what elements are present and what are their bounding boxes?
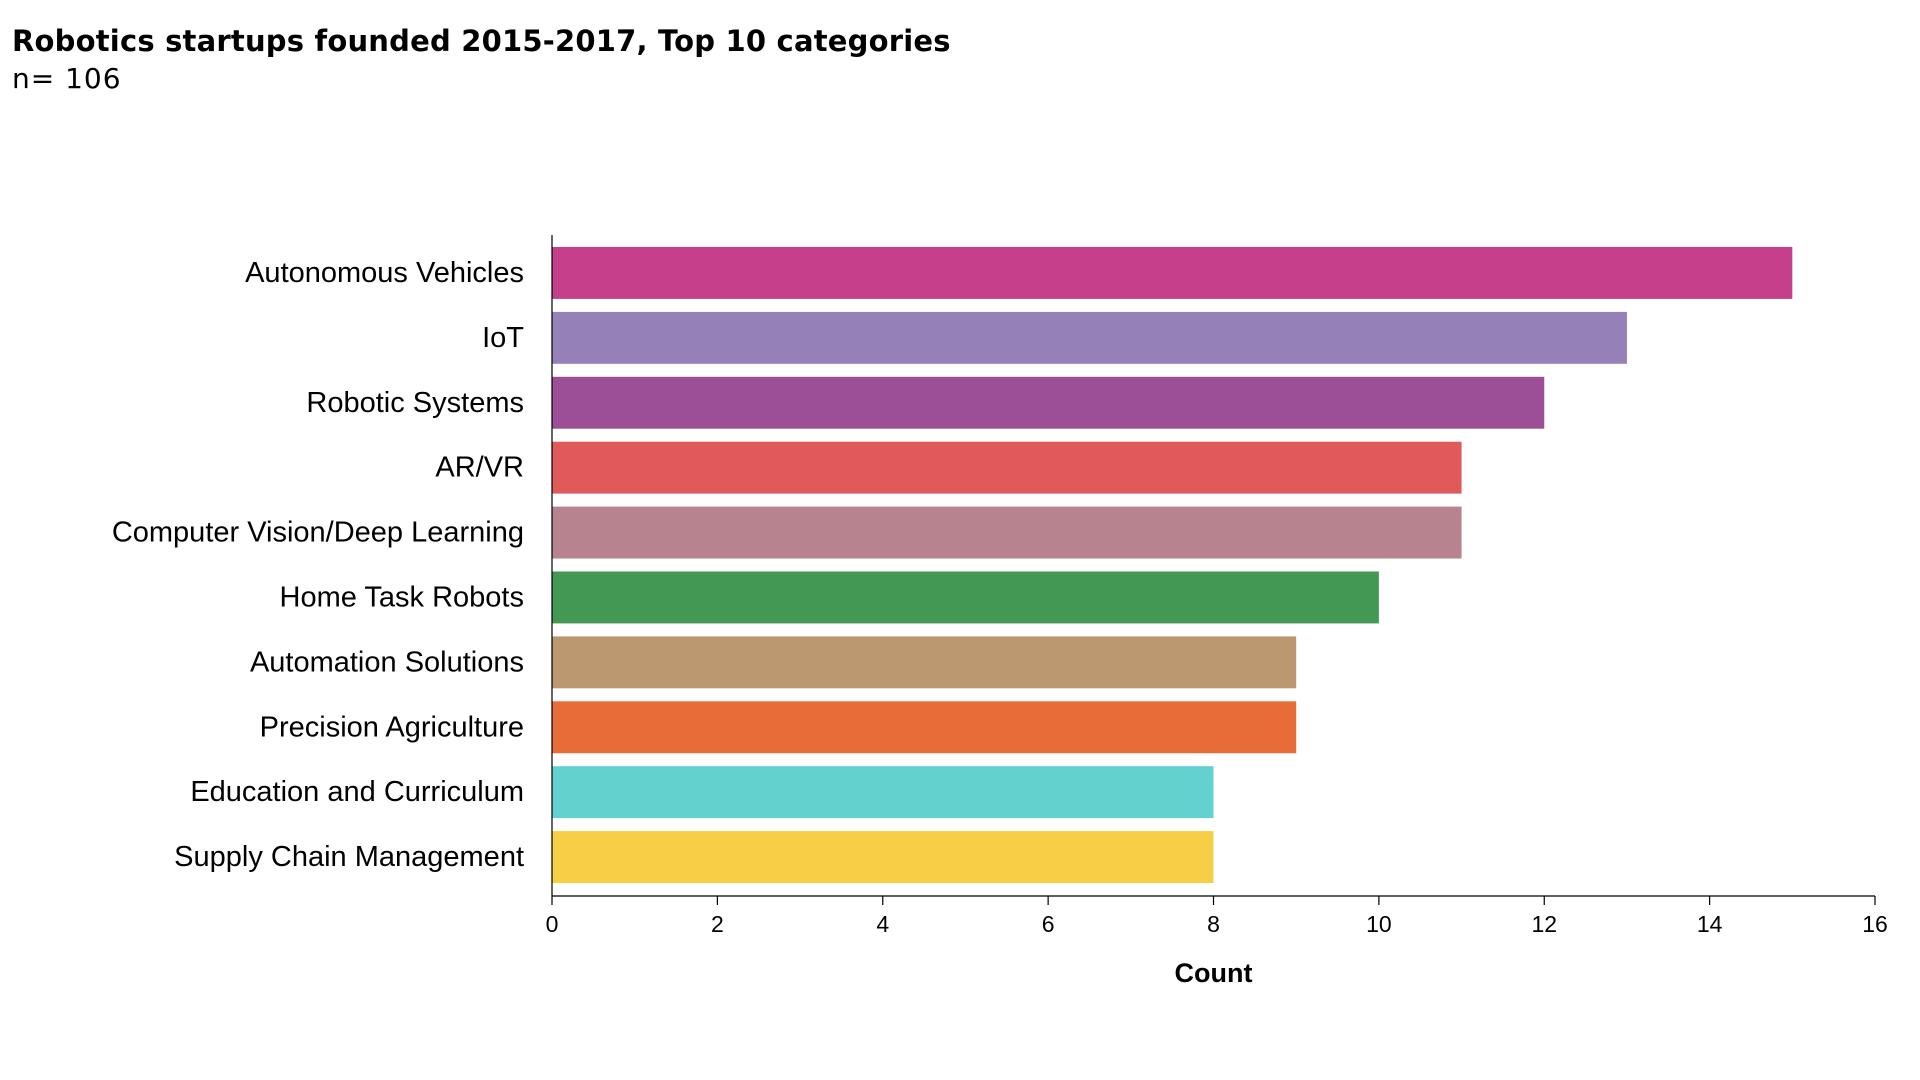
- category-label-education-and-curriculum: Education and Curriculum: [190, 776, 524, 808]
- x-axis-ticks-group: 0 2 4 6 8 10 12 14 16: [546, 896, 1888, 937]
- x-tick-label: 0: [546, 911, 559, 937]
- chart-subtitle: n= 106: [12, 62, 122, 95]
- category-label-precision-agriculture: Precision Agriculture: [260, 711, 524, 743]
- bar-autonomous-vehicles: [552, 247, 1793, 299]
- bar-iot: [552, 311, 1627, 364]
- x-tick-label: 4: [876, 911, 889, 937]
- category-label-home-task-robots: Home Task Robots: [280, 581, 524, 613]
- bar-home-task-robots: [552, 571, 1379, 624]
- category-label-computer-vision-deep-learning: Computer Vision/Deep Learning: [112, 517, 524, 549]
- bar-supply-chain-management: [552, 831, 1214, 884]
- x-axis-title: Count: [1175, 958, 1253, 988]
- bar-computer-vision-deep-learning: [552, 506, 1462, 559]
- category-label-automation-solutions: Automation Solutions: [250, 646, 524, 678]
- x-tick-label: 2: [711, 911, 724, 937]
- category-label-robotic-systems: Robotic Systems: [306, 387, 524, 419]
- x-tick-label: 6: [1042, 911, 1055, 937]
- category-label-ar-vr: AR/VR: [435, 452, 524, 484]
- category-label-autonomous-vehicles: Autonomous Vehicles: [245, 257, 524, 289]
- x-tick-label: 14: [1697, 911, 1723, 937]
- bars-group: [552, 247, 1793, 884]
- x-tick-label: 16: [1862, 911, 1888, 937]
- bar-ar-vr: [552, 441, 1462, 494]
- category-label-iot: IoT: [482, 322, 524, 354]
- category-label-supply-chain-management: Supply Chain Management: [174, 841, 524, 873]
- category-labels-group: Autonomous Vehicles IoT Robotic Systems AR/…: [112, 257, 524, 873]
- bar-education-and-curriculum: [552, 766, 1214, 819]
- bar-robotic-systems: [552, 376, 1545, 429]
- x-tick-label: 8: [1207, 911, 1220, 937]
- bar-precision-agriculture: [552, 701, 1297, 754]
- chart-title: Robotics startups founded 2015-2017, Top…: [12, 24, 951, 58]
- bar-automation-solutions: [552, 636, 1297, 689]
- x-tick-label: 12: [1531, 911, 1557, 937]
- x-tick-label: 10: [1366, 911, 1392, 937]
